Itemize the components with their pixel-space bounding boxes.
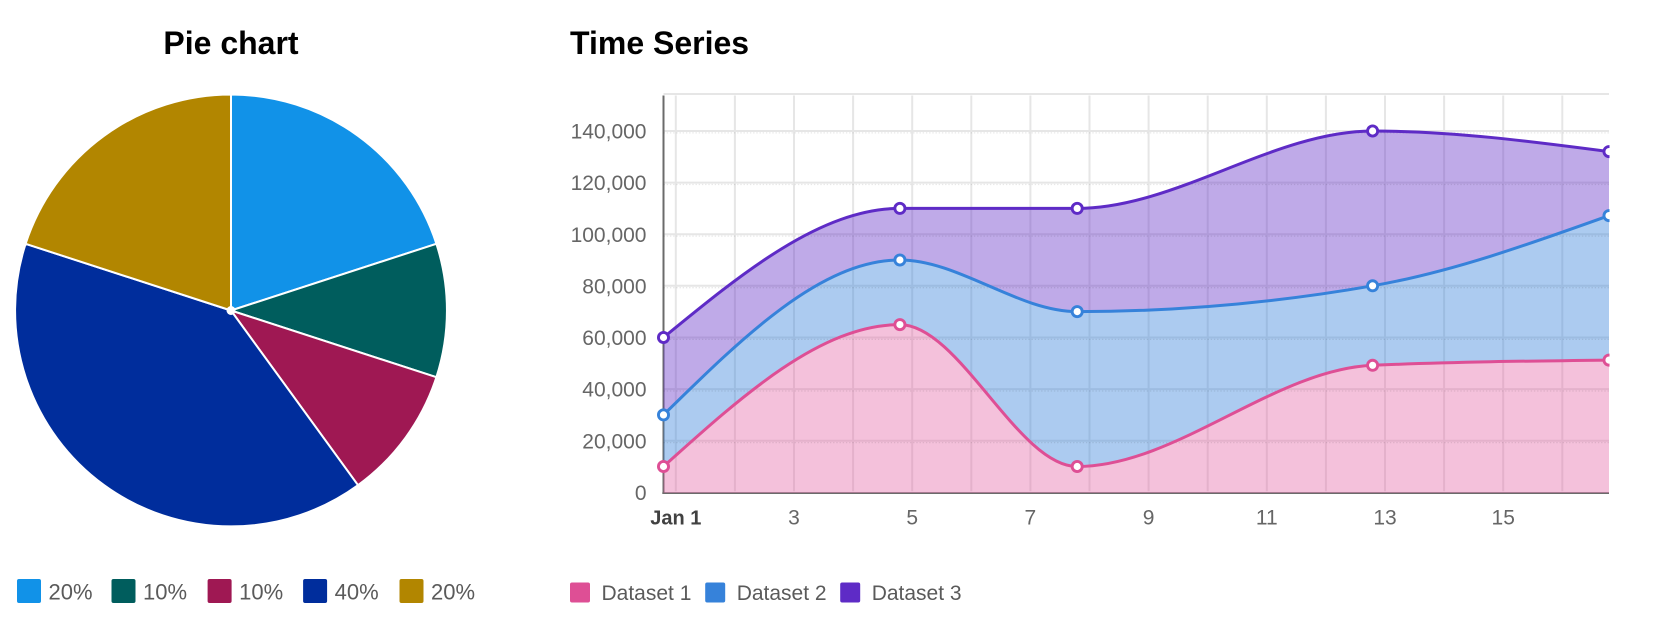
svg-text:Time Series: Time Series [570, 25, 749, 61]
svg-text:40,000: 40,000 [582, 379, 646, 402]
svg-text:40%: 40% [335, 580, 379, 605]
svg-text:80,000: 80,000 [582, 275, 646, 298]
svg-text:10%: 10% [239, 580, 283, 605]
svg-text:Jan 1: Jan 1 [650, 508, 701, 530]
svg-text:Dataset 2: Dataset 2 [737, 582, 827, 605]
svg-text:13: 13 [1373, 507, 1396, 530]
svg-text:20,000: 20,000 [582, 430, 646, 453]
svg-text:3: 3 [788, 507, 800, 530]
svg-text:11: 11 [1256, 507, 1278, 530]
svg-text:15: 15 [1492, 507, 1515, 530]
svg-text:20%: 20% [431, 580, 475, 605]
svg-text:5: 5 [906, 507, 918, 530]
svg-text:9: 9 [1143, 507, 1155, 530]
svg-text:10%: 10% [143, 580, 187, 605]
svg-text:0: 0 [635, 482, 647, 505]
svg-text:60,000: 60,000 [582, 327, 646, 350]
svg-text:20%: 20% [49, 580, 93, 605]
svg-text:7: 7 [1025, 507, 1037, 530]
svg-text:120,000: 120,000 [571, 172, 647, 195]
svg-text:Pie chart: Pie chart [163, 25, 299, 61]
svg-text:100,000: 100,000 [571, 224, 647, 247]
svg-text:Dataset 3: Dataset 3 [872, 582, 962, 605]
svg-text:Dataset 1: Dataset 1 [602, 582, 692, 605]
svg-text:140,000: 140,000 [571, 121, 647, 144]
